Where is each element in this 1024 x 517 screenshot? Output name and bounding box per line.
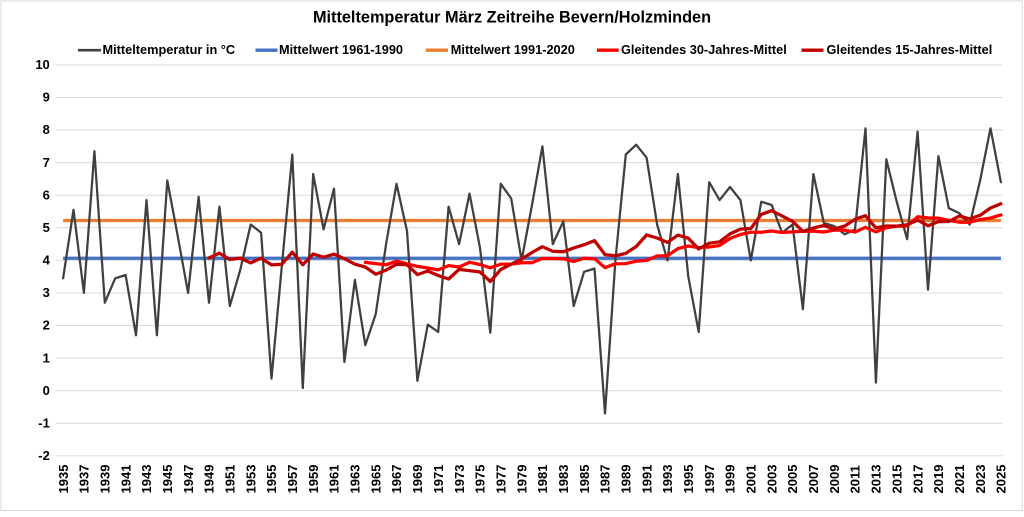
- svg-text:4: 4: [43, 253, 51, 268]
- svg-text:6: 6: [43, 187, 50, 202]
- svg-text:1987: 1987: [598, 465, 613, 494]
- svg-text:2013: 2013: [869, 465, 884, 494]
- svg-text:1965: 1965: [368, 465, 383, 494]
- svg-text:1939: 1939: [98, 465, 113, 494]
- svg-text:5: 5: [43, 220, 50, 235]
- svg-text:1963: 1963: [348, 465, 363, 494]
- svg-text:-2: -2: [38, 448, 50, 463]
- svg-text:1977: 1977: [493, 465, 508, 494]
- svg-text:1945: 1945: [160, 465, 175, 494]
- svg-text:3: 3: [43, 285, 50, 300]
- svg-text:2005: 2005: [785, 465, 800, 494]
- svg-text:1985: 1985: [577, 465, 592, 494]
- svg-text:Mitteltemperatur März Zeitreih: Mitteltemperatur März Zeitreihe Bevern/H…: [313, 9, 711, 27]
- svg-text:2011: 2011: [848, 465, 863, 493]
- svg-text:1955: 1955: [264, 465, 279, 494]
- svg-text:1999: 1999: [723, 465, 738, 494]
- svg-text:1969: 1969: [410, 465, 425, 494]
- svg-text:2: 2: [43, 318, 50, 333]
- svg-text:1943: 1943: [139, 465, 154, 494]
- svg-text:1993: 1993: [660, 465, 675, 494]
- svg-text:1979: 1979: [514, 465, 529, 494]
- svg-text:1935: 1935: [56, 465, 71, 494]
- svg-text:-1: -1: [38, 416, 50, 431]
- svg-text:Mittelwert 1991-2020: Mittelwert 1991-2020: [451, 42, 575, 57]
- svg-text:Gleitendes 15-Jahres-Mittel: Gleitendes 15-Jahres-Mittel: [827, 42, 993, 57]
- svg-text:9: 9: [43, 90, 50, 105]
- svg-text:1973: 1973: [452, 465, 467, 494]
- svg-text:0: 0: [43, 383, 50, 398]
- svg-text:2021: 2021: [952, 465, 967, 494]
- svg-text:7: 7: [43, 155, 50, 170]
- svg-text:1971: 1971: [431, 465, 446, 494]
- svg-text:1941: 1941: [118, 465, 133, 494]
- svg-text:2019: 2019: [931, 465, 946, 494]
- svg-text:1961: 1961: [327, 465, 342, 494]
- svg-text:1983: 1983: [556, 465, 571, 494]
- svg-text:2001: 2001: [744, 465, 759, 494]
- svg-text:Gleitendes 30-Jahres-Mittel: Gleitendes 30-Jahres-Mittel: [621, 42, 787, 57]
- svg-text:Mitteltemperatur in °C: Mitteltemperatur in °C: [103, 42, 236, 57]
- svg-text:1975: 1975: [473, 465, 488, 494]
- svg-text:8: 8: [43, 122, 50, 137]
- svg-text:1959: 1959: [306, 465, 321, 494]
- svg-text:2015: 2015: [889, 465, 904, 494]
- svg-text:2009: 2009: [827, 465, 842, 494]
- svg-text:1991: 1991: [639, 465, 654, 494]
- svg-text:2017: 2017: [910, 465, 925, 494]
- svg-text:1947: 1947: [181, 465, 196, 494]
- svg-text:10: 10: [35, 57, 49, 72]
- svg-text:1981: 1981: [535, 465, 550, 494]
- svg-text:1937: 1937: [77, 465, 92, 494]
- svg-text:1989: 1989: [619, 465, 634, 494]
- svg-text:1: 1: [43, 350, 50, 365]
- svg-text:1957: 1957: [285, 465, 300, 494]
- svg-text:2025: 2025: [994, 465, 1009, 494]
- svg-text:Mittelwert 1961-1990: Mittelwert 1961-1990: [279, 42, 403, 57]
- svg-text:1967: 1967: [389, 465, 404, 494]
- svg-text:1949: 1949: [202, 465, 217, 494]
- svg-text:2023: 2023: [973, 465, 988, 494]
- svg-text:1951: 1951: [223, 465, 238, 494]
- svg-text:1995: 1995: [681, 465, 696, 494]
- svg-text:2007: 2007: [806, 465, 821, 494]
- svg-text:1997: 1997: [702, 465, 717, 494]
- svg-text:2003: 2003: [764, 465, 779, 494]
- svg-text:1953: 1953: [243, 465, 258, 494]
